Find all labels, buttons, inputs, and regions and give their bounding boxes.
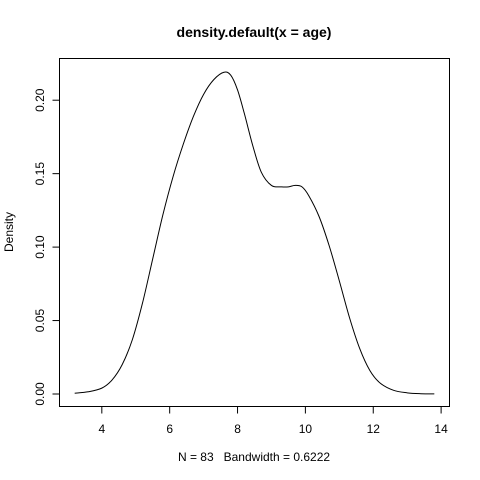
x-tick-label: 8: [234, 422, 241, 436]
y-tick-label: 0.20: [33, 88, 47, 112]
x-axis-label: N = 83 Bandwidth = 0.6222: [178, 450, 330, 464]
x-tick-label: 14: [434, 422, 448, 436]
density-curve: [74, 71, 435, 395]
x-tick-label: 10: [299, 422, 313, 436]
plot-frame: [59, 58, 450, 407]
chart-title: density.default(x = age): [177, 24, 332, 40]
y-axis: 0.00 0.05 0.10 0.15 0.20: [33, 88, 60, 406]
x-tick-label: 4: [98, 422, 105, 436]
y-axis-label: Density: [2, 212, 16, 252]
x-tick-label: 12: [367, 422, 381, 436]
y-tick-label: 0.15: [33, 162, 47, 186]
y-tick-label: 0.00: [33, 382, 47, 406]
y-tick-label: 0.05: [33, 309, 47, 333]
x-axis: 4 6 8 10 12 14: [98, 406, 448, 436]
y-tick-label: 0.10: [33, 235, 47, 259]
x-tick-label: 6: [166, 422, 173, 436]
